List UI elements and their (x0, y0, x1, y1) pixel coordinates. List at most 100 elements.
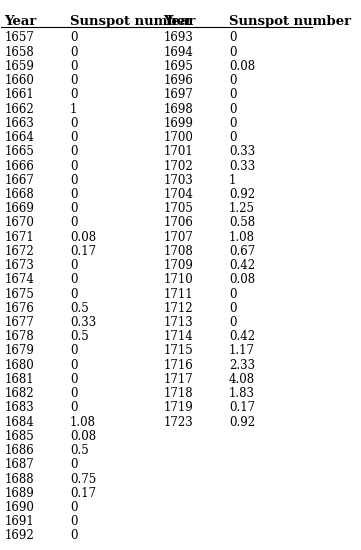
Text: 1696: 1696 (164, 74, 193, 87)
Text: 1678: 1678 (4, 330, 34, 343)
Text: 1697: 1697 (164, 89, 193, 101)
Text: 0.5: 0.5 (70, 444, 89, 457)
Text: 1671: 1671 (4, 230, 34, 244)
Text: 0.17: 0.17 (70, 245, 96, 258)
Text: 1686: 1686 (4, 444, 34, 457)
Text: 1716: 1716 (164, 359, 193, 372)
Text: 0: 0 (70, 46, 78, 59)
Text: 1.83: 1.83 (229, 387, 255, 400)
Text: 0.67: 0.67 (229, 245, 255, 258)
Text: 1702: 1702 (164, 160, 193, 173)
Text: 1703: 1703 (164, 174, 193, 187)
Text: 0.08: 0.08 (229, 273, 255, 287)
Text: 1695: 1695 (164, 60, 193, 73)
Text: 1714: 1714 (164, 330, 193, 343)
Text: 0.42: 0.42 (229, 330, 255, 343)
Text: 1682: 1682 (4, 387, 34, 400)
Text: 0: 0 (70, 31, 78, 45)
Text: 0: 0 (70, 217, 78, 229)
Text: 1685: 1685 (4, 430, 34, 443)
Text: 1681: 1681 (4, 373, 34, 386)
Text: 4.08: 4.08 (229, 373, 255, 386)
Text: 0.5: 0.5 (70, 302, 89, 315)
Text: 1: 1 (229, 174, 236, 187)
Text: 0: 0 (70, 344, 78, 358)
Text: 0.92: 0.92 (229, 416, 255, 428)
Text: 0.5: 0.5 (70, 330, 89, 343)
Text: 1704: 1704 (164, 188, 193, 201)
Text: 1718: 1718 (164, 387, 193, 400)
Text: 1674: 1674 (4, 273, 34, 287)
Text: 1711: 1711 (164, 288, 193, 301)
Text: 0: 0 (229, 46, 236, 59)
Text: 0.92: 0.92 (229, 188, 255, 201)
Text: 0: 0 (70, 288, 78, 301)
Text: 0: 0 (70, 145, 78, 158)
Text: 0: 0 (70, 402, 78, 414)
Text: 0: 0 (229, 103, 236, 115)
Text: Sunspot number: Sunspot number (229, 15, 351, 28)
Text: 0.42: 0.42 (229, 259, 255, 272)
Text: 0.17: 0.17 (229, 402, 255, 414)
Text: 1667: 1667 (4, 174, 34, 187)
Text: 0: 0 (70, 273, 78, 287)
Text: 1700: 1700 (164, 131, 193, 144)
Text: 0: 0 (229, 74, 236, 87)
Text: 1693: 1693 (164, 31, 193, 45)
Text: 0: 0 (229, 89, 236, 101)
Text: 1.08: 1.08 (70, 416, 96, 428)
Text: 0: 0 (70, 259, 78, 272)
Text: 1706: 1706 (164, 217, 193, 229)
Text: 1698: 1698 (164, 103, 193, 115)
Text: 0: 0 (70, 131, 78, 144)
Text: 1659: 1659 (4, 60, 34, 73)
Text: 0: 0 (70, 188, 78, 201)
Text: 1672: 1672 (4, 245, 34, 258)
Text: 1: 1 (70, 103, 77, 115)
Text: 0: 0 (70, 359, 78, 372)
Text: 1677: 1677 (4, 316, 34, 329)
Text: 1.25: 1.25 (229, 202, 255, 215)
Text: 0: 0 (70, 89, 78, 101)
Text: 0.75: 0.75 (70, 472, 96, 486)
Text: 0.33: 0.33 (229, 160, 255, 173)
Text: 1694: 1694 (164, 46, 193, 59)
Text: 0: 0 (70, 501, 78, 514)
Text: 0: 0 (229, 117, 236, 130)
Text: 0: 0 (70, 515, 78, 528)
Text: 2.33: 2.33 (229, 359, 255, 372)
Text: 1708: 1708 (164, 245, 193, 258)
Text: Sunspot number: Sunspot number (70, 15, 192, 28)
Text: 1713: 1713 (164, 316, 193, 329)
Text: 0: 0 (229, 131, 236, 144)
Text: 1715: 1715 (164, 344, 193, 358)
Text: 0: 0 (229, 288, 236, 301)
Text: 1679: 1679 (4, 344, 34, 358)
Text: 1712: 1712 (164, 302, 193, 315)
Text: 0.58: 0.58 (229, 217, 255, 229)
Text: 0: 0 (229, 302, 236, 315)
Text: 0: 0 (229, 31, 236, 45)
Text: 1661: 1661 (4, 89, 34, 101)
Text: 0.08: 0.08 (229, 60, 255, 73)
Text: 1670: 1670 (4, 217, 34, 229)
Text: 1666: 1666 (4, 160, 34, 173)
Text: 1.17: 1.17 (229, 344, 255, 358)
Text: 1676: 1676 (4, 302, 34, 315)
Text: 0.17: 0.17 (70, 487, 96, 500)
Text: 1691: 1691 (4, 515, 34, 528)
Text: 1723: 1723 (164, 416, 193, 428)
Text: 1688: 1688 (4, 472, 34, 486)
Text: 0: 0 (70, 117, 78, 130)
Text: 1687: 1687 (4, 458, 34, 471)
Text: 1663: 1663 (4, 117, 34, 130)
Text: 1665: 1665 (4, 145, 34, 158)
Text: 1.08: 1.08 (229, 230, 255, 244)
Text: 1668: 1668 (4, 188, 34, 201)
Text: 0.33: 0.33 (229, 145, 255, 158)
Text: 0.33: 0.33 (70, 316, 96, 329)
Text: 0: 0 (70, 74, 78, 87)
Text: 1689: 1689 (4, 487, 34, 500)
Text: 1710: 1710 (164, 273, 193, 287)
Text: 1669: 1669 (4, 202, 34, 215)
